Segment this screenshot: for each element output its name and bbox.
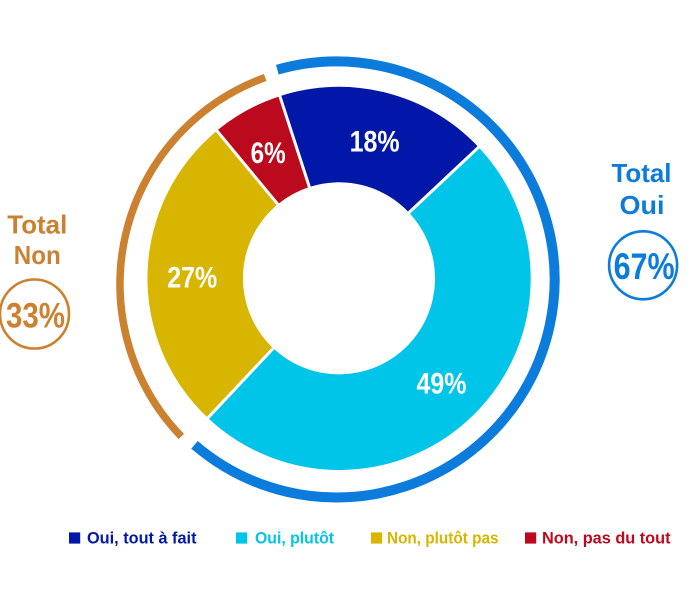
svg-text:33%: 33%: [6, 296, 65, 335]
svg-text:49%: 49%: [417, 368, 467, 401]
svg-text:Non: Non: [14, 240, 61, 270]
svg-text:Oui, plutôt: Oui, plutôt: [255, 529, 334, 548]
svg-text:6%: 6%: [251, 137, 286, 170]
svg-text:Oui, tout à fait: Oui, tout à fait: [87, 529, 197, 548]
svg-text:Oui: Oui: [620, 190, 665, 220]
svg-text:Total: Total: [7, 210, 67, 240]
svg-text:18%: 18%: [350, 126, 400, 159]
svg-text:27%: 27%: [167, 262, 217, 295]
svg-text:67%: 67%: [614, 246, 675, 287]
svg-text:Total: Total: [612, 158, 672, 188]
svg-text:Non, pas du tout: Non, pas du tout: [542, 529, 671, 548]
svg-text:Non, plutôt pas: Non, plutôt pas: [387, 529, 499, 548]
